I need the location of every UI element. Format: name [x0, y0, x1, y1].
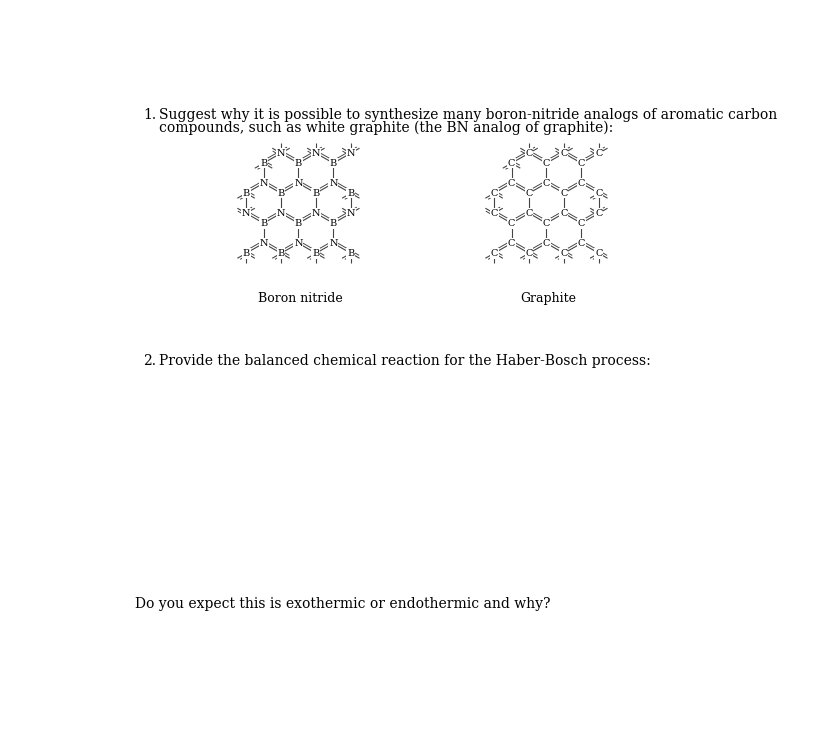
Text: C: C	[561, 189, 567, 197]
Text: B: B	[295, 219, 302, 228]
Text: C: C	[595, 209, 603, 218]
Text: B: B	[242, 189, 250, 197]
Text: C: C	[595, 148, 603, 158]
Text: C: C	[543, 239, 550, 248]
Text: Graphite: Graphite	[520, 292, 576, 305]
Text: C: C	[508, 239, 515, 248]
Text: B: B	[242, 249, 250, 258]
Text: B: B	[347, 249, 354, 258]
Text: C: C	[508, 178, 515, 188]
Text: B: B	[277, 189, 284, 197]
Text: N: N	[329, 178, 338, 188]
Text: N: N	[329, 239, 338, 248]
Text: C: C	[543, 178, 550, 188]
Text: B: B	[347, 189, 354, 197]
Text: Boron nitride: Boron nitride	[258, 292, 343, 305]
Text: C: C	[578, 219, 585, 228]
Text: C: C	[525, 249, 533, 258]
Text: B: B	[312, 249, 320, 258]
Text: N: N	[259, 178, 268, 188]
Text: C: C	[595, 249, 603, 258]
Text: N: N	[242, 209, 251, 218]
Text: C: C	[561, 249, 567, 258]
Text: Suggest why it is possible to synthesize many boron-nitride analogs of aromatic : Suggest why it is possible to synthesize…	[159, 107, 777, 122]
Text: C: C	[508, 219, 515, 228]
Text: 1.: 1.	[143, 107, 156, 122]
Text: B: B	[260, 159, 267, 167]
Text: N: N	[347, 148, 355, 158]
Text: C: C	[578, 239, 585, 248]
Text: B: B	[330, 159, 337, 167]
Text: N: N	[294, 239, 302, 248]
Text: C: C	[525, 209, 533, 218]
Text: N: N	[312, 209, 320, 218]
Text: N: N	[347, 209, 355, 218]
Text: B: B	[295, 159, 302, 167]
Text: N: N	[259, 239, 268, 248]
Text: 2.: 2.	[143, 354, 156, 368]
Text: C: C	[578, 159, 585, 167]
Text: C: C	[543, 159, 550, 167]
Text: N: N	[294, 178, 302, 188]
Text: C: C	[525, 189, 533, 197]
Text: C: C	[491, 189, 498, 197]
Text: B: B	[260, 219, 267, 228]
Text: C: C	[561, 209, 567, 218]
Text: C: C	[543, 219, 550, 228]
Text: C: C	[525, 148, 533, 158]
Text: N: N	[277, 148, 285, 158]
Text: B: B	[277, 249, 284, 258]
Text: C: C	[578, 178, 585, 188]
Text: B: B	[312, 189, 320, 197]
Text: compounds, such as white graphite (the BN analog of graphite):: compounds, such as white graphite (the B…	[159, 121, 612, 135]
Text: C: C	[491, 209, 498, 218]
Text: B: B	[330, 219, 337, 228]
Text: C: C	[491, 249, 498, 258]
Text: C: C	[595, 189, 603, 197]
Text: N: N	[277, 209, 285, 218]
Text: Provide the balanced chemical reaction for the Haber-Bosch process:: Provide the balanced chemical reaction f…	[159, 354, 650, 368]
Text: Do you expect this is exothermic or endothermic and why?: Do you expect this is exothermic or endo…	[136, 596, 551, 610]
Text: C: C	[508, 159, 515, 167]
Text: N: N	[312, 148, 320, 158]
Text: C: C	[561, 148, 567, 158]
